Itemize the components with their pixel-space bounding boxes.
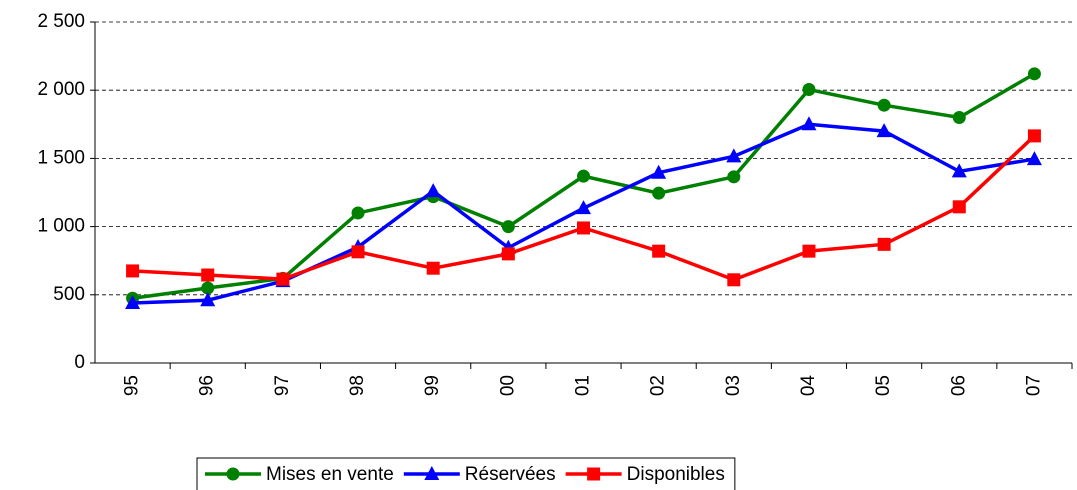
point bbox=[126, 264, 140, 278]
point bbox=[276, 272, 290, 286]
point bbox=[727, 170, 741, 184]
x-tick-label: 05 bbox=[873, 375, 894, 396]
x-tick-label: 02 bbox=[648, 375, 669, 396]
point bbox=[726, 148, 742, 163]
y-tick-label: 0 bbox=[74, 352, 85, 373]
point bbox=[501, 220, 515, 234]
x-tick-label: 06 bbox=[948, 375, 969, 396]
x-tick-label: 95 bbox=[122, 375, 143, 396]
point bbox=[876, 123, 892, 138]
x-tick-label: 99 bbox=[422, 375, 443, 396]
point bbox=[351, 206, 365, 220]
x-tick-label: 98 bbox=[347, 375, 368, 396]
point bbox=[501, 247, 515, 261]
point bbox=[802, 83, 816, 97]
legend-marker bbox=[424, 466, 440, 480]
x-tick-label: 97 bbox=[272, 375, 293, 396]
point bbox=[351, 245, 365, 259]
legend-marker bbox=[226, 467, 240, 481]
x-tick-label: 01 bbox=[573, 375, 594, 396]
point bbox=[426, 261, 440, 275]
point bbox=[201, 268, 215, 282]
point bbox=[801, 116, 817, 131]
legend-label: Mises en vente bbox=[266, 464, 394, 485]
point bbox=[1027, 129, 1041, 143]
point bbox=[877, 237, 891, 251]
legend-box bbox=[196, 457, 736, 490]
point bbox=[125, 294, 141, 309]
x-tick-label: 96 bbox=[197, 375, 218, 396]
point bbox=[951, 163, 967, 178]
point bbox=[577, 221, 590, 235]
y-tick-label: 2 500 bbox=[37, 11, 85, 32]
point bbox=[652, 244, 666, 258]
legend-label: Réservées bbox=[465, 464, 556, 485]
point bbox=[577, 169, 590, 183]
point bbox=[425, 183, 441, 198]
legend: Mises en vente Réservées Disponibles bbox=[196, 457, 736, 490]
y-tick-label: 2 000 bbox=[37, 79, 85, 100]
point bbox=[576, 200, 591, 215]
point bbox=[877, 98, 891, 112]
x-tick-label: 03 bbox=[723, 375, 744, 396]
point bbox=[952, 110, 966, 124]
point bbox=[952, 200, 966, 214]
y-tick-label: 500 bbox=[53, 284, 85, 305]
x-tick-label: 04 bbox=[798, 375, 819, 397]
x-tick-label: 00 bbox=[497, 375, 518, 396]
point bbox=[727, 273, 741, 287]
point bbox=[1027, 67, 1041, 81]
legend-label: Disponibles bbox=[627, 464, 725, 485]
point bbox=[201, 281, 215, 295]
y-tick-label: 1 000 bbox=[37, 216, 85, 237]
point bbox=[652, 186, 666, 200]
point bbox=[802, 244, 816, 258]
y-tick-label: 1 500 bbox=[37, 147, 85, 168]
point bbox=[651, 164, 667, 179]
point bbox=[200, 292, 216, 307]
legend-marker bbox=[587, 467, 601, 481]
x-tick-label: 07 bbox=[1023, 375, 1044, 396]
point bbox=[1026, 151, 1042, 166]
series-line bbox=[132, 72, 1036, 300]
